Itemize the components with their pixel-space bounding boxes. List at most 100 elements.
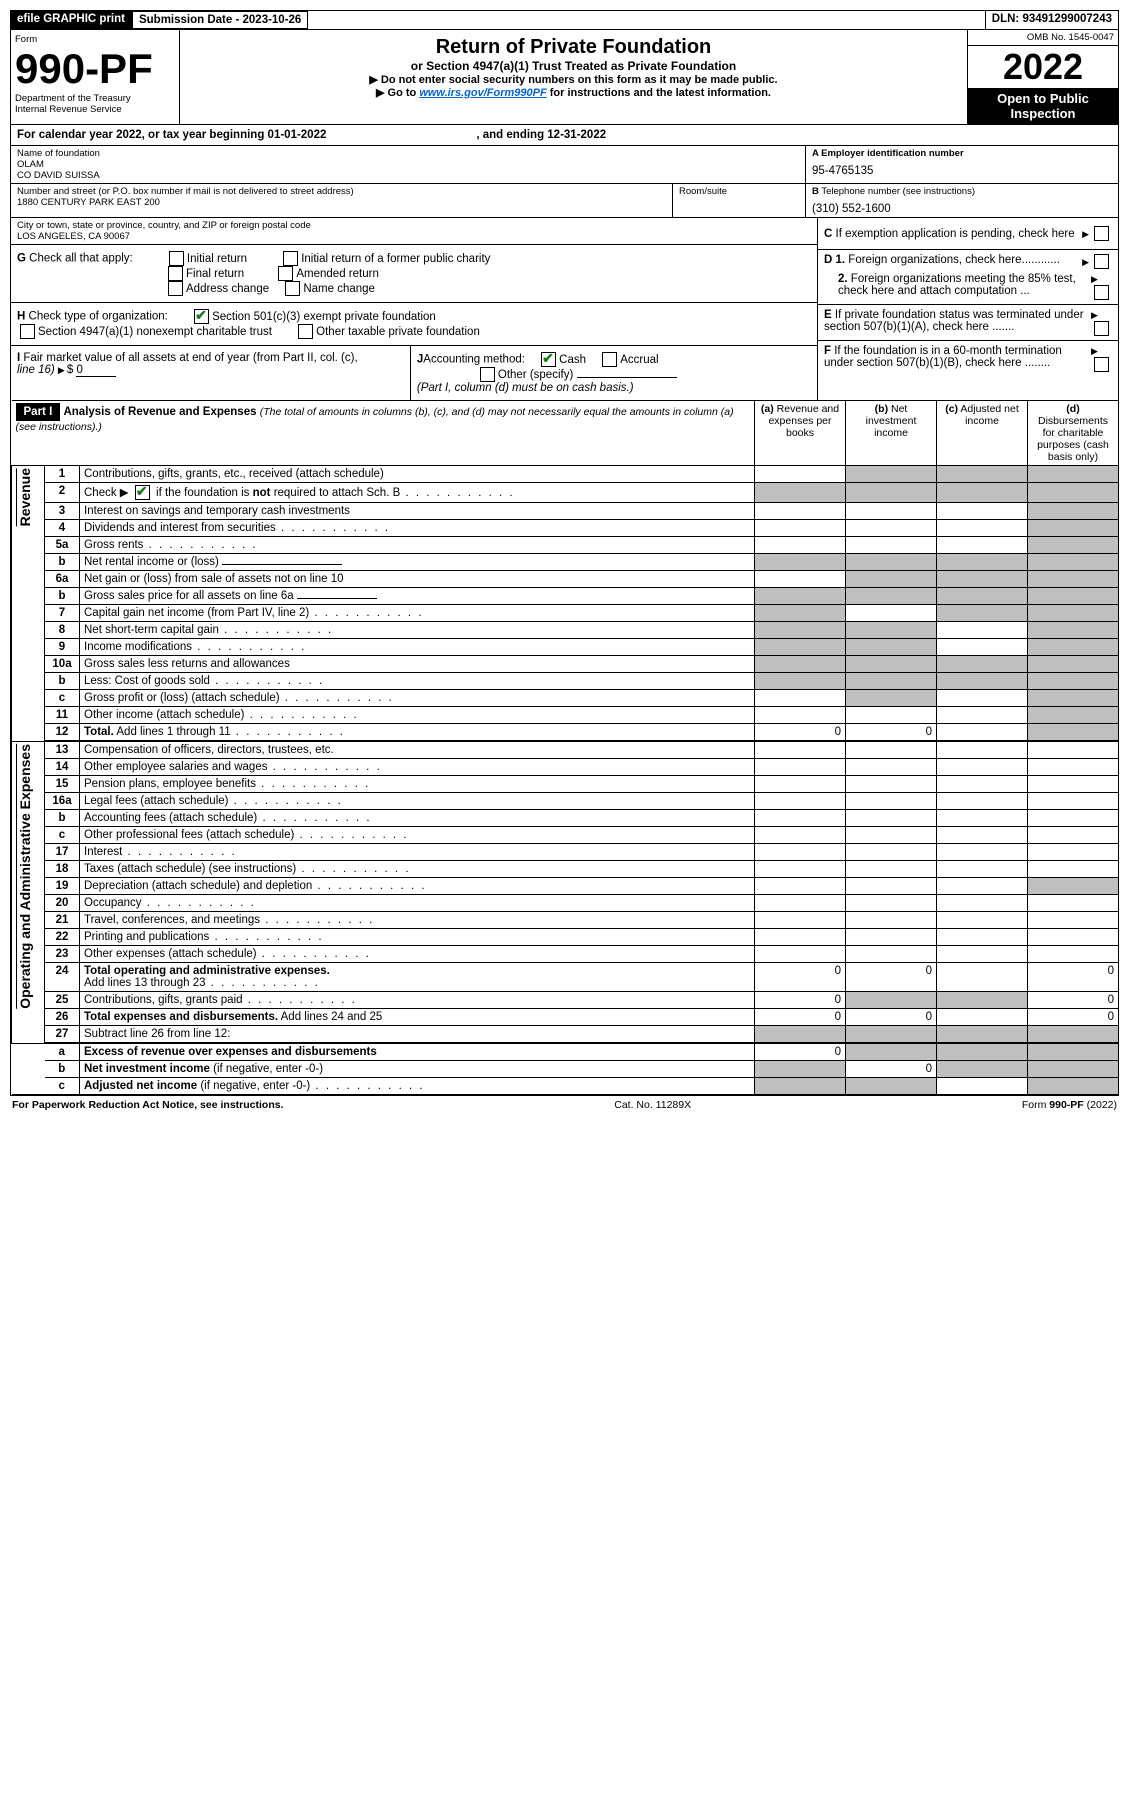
footer-mid: Cat. No. 11289X bbox=[614, 1099, 691, 1111]
row-10c: Gross profit or (loss) (attach schedule) bbox=[80, 690, 755, 707]
chk-sch-b[interactable] bbox=[135, 485, 150, 500]
form-number: 990-PF bbox=[15, 45, 175, 93]
form-container: efile GRAPHIC print Submission Date - 20… bbox=[10, 10, 1119, 1096]
form-word: Form bbox=[15, 34, 175, 45]
chk-501c3[interactable] bbox=[194, 309, 209, 324]
part1-table: Part I Analysis of Revenue and Expenses … bbox=[11, 400, 1118, 1095]
section-h: H Check type of organization: Section 50… bbox=[11, 303, 817, 346]
identity-row3: City or town, state or province, country… bbox=[11, 218, 1118, 400]
footer-right: Form 990-PF (2022) bbox=[1022, 1099, 1117, 1111]
row-19: Depreciation (attach schedule) and deple… bbox=[80, 878, 755, 895]
efile-badge: efile GRAPHIC print bbox=[11, 11, 132, 29]
row-8: Net short-term capital gain bbox=[80, 622, 755, 639]
chk-85pct[interactable] bbox=[1094, 285, 1109, 300]
chk-initial-former[interactable] bbox=[283, 251, 298, 266]
row-16b: Accounting fees (attach schedule) bbox=[80, 810, 755, 827]
row-9: Income modifications bbox=[80, 639, 755, 656]
section-f: F If the foundation is in a 60-month ter… bbox=[818, 341, 1118, 376]
row-21: Travel, conferences, and meetings bbox=[80, 912, 755, 929]
instr-1: ▶ Do not enter social security numbers o… bbox=[186, 73, 961, 86]
row-11: Other income (attach schedule) bbox=[80, 707, 755, 724]
chk-name-change[interactable] bbox=[285, 281, 300, 296]
phone-value: (310) 552-1600 bbox=[812, 203, 1112, 215]
row-20: Occupancy bbox=[80, 895, 755, 912]
row-23: Other expenses (attach schedule) bbox=[80, 946, 755, 963]
section-c: C If exemption application is pending, c… bbox=[818, 218, 1118, 250]
chk-accrual[interactable] bbox=[602, 352, 617, 367]
part1-badge: Part I bbox=[16, 403, 61, 421]
row-25: Contributions, gifts, grants paid bbox=[80, 992, 755, 1009]
city-value: LOS ANGELES, CA 90067 bbox=[17, 231, 811, 242]
section-g: G Check all that apply: Initial return I… bbox=[11, 245, 817, 303]
row-1: Contributions, gifts, grants, etc., rece… bbox=[80, 466, 755, 483]
fmv-value: 0 bbox=[76, 364, 116, 377]
identity-row2: Number and street (or P.O. box number if… bbox=[11, 184, 1118, 218]
section-d: D 1. Foreign organizations, check here..… bbox=[818, 250, 1118, 305]
chk-other-method[interactable] bbox=[480, 367, 495, 382]
instr-2: ▶ Go to www.irs.gov/Form990PF for instru… bbox=[186, 86, 961, 99]
row-7: Capital gain net income (from Part IV, l… bbox=[80, 605, 755, 622]
row-6b: Gross sales price for all assets on line… bbox=[80, 588, 755, 605]
ein-value: 95-4765135 bbox=[812, 165, 1112, 177]
row-24: Total operating and administrative expen… bbox=[80, 963, 755, 992]
chk-initial-return[interactable] bbox=[169, 251, 184, 266]
dln: DLN: 93491299007243 bbox=[986, 11, 1118, 29]
row-26: Total expenses and disbursements. Add li… bbox=[80, 1009, 755, 1026]
sub-title: or Section 4947(a)(1) Trust Treated as P… bbox=[186, 59, 961, 73]
dept-line2: Internal Revenue Service bbox=[15, 104, 175, 115]
section-ij: I Fair market value of all assets at end… bbox=[11, 346, 817, 400]
row-10a: Gross sales less returns and allowances bbox=[80, 656, 755, 673]
row-18: Taxes (attach schedule) (see instruction… bbox=[80, 861, 755, 878]
row-27: Subtract line 26 from line 12: bbox=[80, 1026, 755, 1043]
row-16a: Legal fees (attach schedule) bbox=[80, 793, 755, 810]
main-title: Return of Private Foundation bbox=[186, 36, 961, 59]
addr-label: Number and street (or P.O. box number if… bbox=[17, 186, 666, 197]
name-label: Name of foundation bbox=[17, 148, 799, 159]
row-12: Total. Add lines 1 through 11 bbox=[80, 724, 755, 741]
chk-address-change[interactable] bbox=[168, 281, 183, 296]
row-10b: Less: Cost of goods sold bbox=[80, 673, 755, 690]
top-bar: efile GRAPHIC print Submission Date - 20… bbox=[11, 11, 1118, 30]
row-17: Interest bbox=[80, 844, 755, 861]
chk-cash[interactable] bbox=[541, 352, 556, 367]
row-4: Dividends and interest from securities bbox=[80, 520, 755, 537]
room-label: Room/suite bbox=[679, 186, 799, 197]
ein-label: A Employer identification number bbox=[812, 148, 1112, 159]
oae-label: Operating and Administrative Expenses bbox=[16, 744, 33, 1009]
city-label: City or town, state or province, country… bbox=[17, 220, 811, 231]
chk-60month[interactable] bbox=[1094, 357, 1109, 372]
open-public-badge: Open to Public Inspection bbox=[968, 88, 1118, 124]
section-e: E If private foundation status was termi… bbox=[818, 305, 1118, 341]
revenue-label: Revenue bbox=[16, 468, 33, 526]
chk-final-return[interactable] bbox=[168, 266, 183, 281]
tax-period: For calendar year 2022, or tax year begi… bbox=[11, 125, 1118, 146]
row-27a: Excess of revenue over expenses and disb… bbox=[80, 1044, 755, 1061]
row-13: Compensation of officers, directors, tru… bbox=[80, 742, 755, 759]
phone-label: B Telephone number (see instructions) bbox=[812, 186, 1112, 197]
title-block: Form 990-PF Department of the Treasury I… bbox=[11, 30, 1118, 125]
irs-link[interactable]: www.irs.gov/Form990PF bbox=[419, 87, 546, 99]
submission-date: Submission Date - 2023-10-26 bbox=[132, 11, 308, 29]
row-27c: Adjusted net income (if negative, enter … bbox=[80, 1078, 755, 1095]
row-14: Other employee salaries and wages bbox=[80, 759, 755, 776]
chk-terminated[interactable] bbox=[1094, 321, 1109, 336]
omb-number: OMB No. 1545-0047 bbox=[968, 30, 1118, 46]
foundation-name2: CO DAVID SUISSA bbox=[17, 170, 799, 181]
addr-value: 1880 CENTURY PARK EAST 200 bbox=[17, 197, 666, 208]
chk-other-taxable[interactable] bbox=[298, 324, 313, 339]
chk-amended[interactable] bbox=[278, 266, 293, 281]
row-6a: Net gain or (loss) from sale of assets n… bbox=[80, 571, 755, 588]
footer-left: For Paperwork Reduction Act Notice, see … bbox=[12, 1099, 284, 1111]
chk-foreign-org[interactable] bbox=[1094, 254, 1109, 269]
row-3: Interest on savings and temporary cash i… bbox=[80, 503, 755, 520]
row-22: Printing and publications bbox=[80, 929, 755, 946]
row-5b: Net rental income or (loss) bbox=[80, 554, 755, 571]
chk-4947[interactable] bbox=[20, 324, 35, 339]
chk-exemption-pending[interactable] bbox=[1094, 226, 1109, 241]
dept-line1: Department of the Treasury bbox=[15, 93, 175, 104]
row-2: Check ▶ if the foundation is not require… bbox=[80, 483, 755, 503]
row-15: Pension plans, employee benefits bbox=[80, 776, 755, 793]
row-16c: Other professional fees (attach schedule… bbox=[80, 827, 755, 844]
foundation-name1: OLAM bbox=[17, 159, 799, 170]
identity-row1: Name of foundation OLAM CO DAVID SUISSA … bbox=[11, 146, 1118, 184]
